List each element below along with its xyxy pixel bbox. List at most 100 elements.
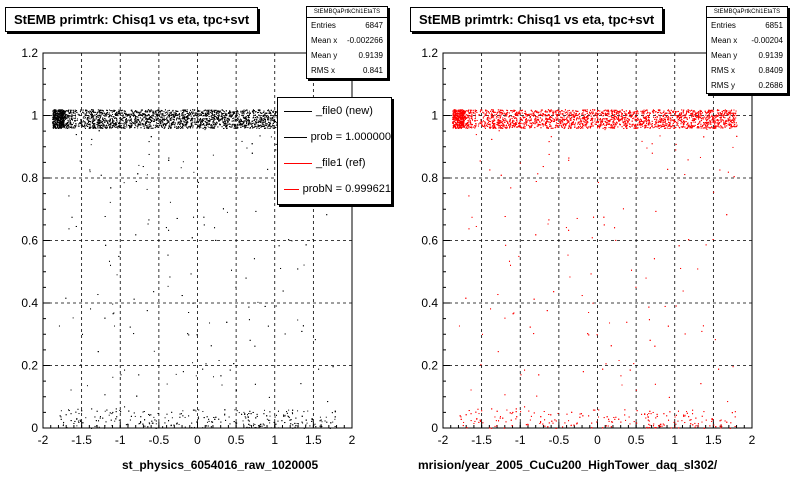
- data-point: [169, 201, 171, 203]
- data-point: [109, 124, 111, 126]
- data-point: [137, 127, 139, 129]
- data-point: [122, 123, 124, 125]
- data-point: [196, 127, 198, 129]
- data-point: [200, 123, 202, 125]
- data-point: [266, 418, 268, 420]
- data-point: [193, 171, 195, 173]
- data-point: [158, 117, 160, 119]
- data-point: [118, 113, 120, 115]
- data-point: [102, 118, 104, 120]
- data-point: [182, 410, 184, 412]
- data-point: [247, 124, 249, 126]
- data-point: [136, 121, 138, 123]
- data-point: [167, 285, 169, 287]
- data-point: [119, 109, 121, 111]
- data-point: [151, 117, 153, 119]
- data-point: [68, 115, 70, 117]
- data-point: [256, 112, 258, 114]
- data-point: [258, 426, 260, 428]
- data-point: [244, 416, 246, 418]
- data-point: [161, 113, 163, 115]
- data-point: [261, 119, 263, 121]
- data-point: [60, 113, 62, 115]
- data-point: [173, 121, 175, 123]
- data-point: [296, 422, 298, 424]
- data-point: [243, 411, 245, 413]
- data-point: [248, 110, 250, 112]
- data-point: [52, 123, 54, 125]
- data-point: [135, 120, 137, 122]
- data-point: [209, 322, 211, 324]
- data-point: [69, 121, 71, 123]
- data-point: [250, 122, 252, 124]
- data-point: [218, 117, 220, 119]
- data-point: [238, 412, 240, 414]
- data-point: [256, 415, 258, 417]
- data-point: [225, 122, 227, 124]
- data-point: [86, 123, 88, 125]
- data-point: [179, 123, 181, 125]
- data-point: [266, 112, 268, 114]
- data-point: [72, 317, 74, 319]
- data-point: [251, 127, 253, 129]
- data-point: [116, 124, 118, 126]
- data-point: [180, 167, 182, 169]
- chart-panel-left: -2 -1.5 -1 -0.5 0 0.5 1 1.5 2 0 0.2 0.4 0.6 0.8 1 1.2 S…: [5, 6, 392, 472]
- data-point: [95, 127, 97, 129]
- data-point: [148, 219, 150, 221]
- data-point: [138, 113, 140, 115]
- data-point: [239, 124, 241, 126]
- data-point: [60, 110, 62, 112]
- data-point: [236, 115, 238, 117]
- data-point: [303, 427, 305, 429]
- data-point: [126, 126, 128, 128]
- data-point: [192, 112, 194, 114]
- data-point: [211, 109, 213, 111]
- data-point: [267, 325, 269, 327]
- data-point: [232, 123, 234, 125]
- data-point: [110, 122, 112, 124]
- data-point: [236, 113, 238, 115]
- data-point: [247, 419, 249, 421]
- data-point: [110, 127, 112, 129]
- data-point: [164, 109, 166, 111]
- data-point: [143, 116, 145, 118]
- y-tick-label: 1.2: [21, 46, 38, 60]
- data-point: [259, 116, 261, 118]
- data-point: [155, 423, 157, 425]
- data-point: [230, 116, 232, 118]
- data-point: [213, 117, 215, 119]
- data-point: [107, 122, 109, 124]
- data-point: [288, 417, 290, 419]
- data-point: [58, 122, 60, 124]
- data-point: [63, 118, 65, 120]
- data-point: [140, 113, 142, 115]
- data-point: [149, 110, 151, 112]
- data-point: [155, 420, 157, 422]
- data-point: [76, 119, 78, 121]
- data-point: [130, 119, 132, 121]
- data-point: [226, 211, 228, 213]
- data-point: [284, 414, 286, 416]
- data-point: [245, 110, 247, 112]
- data-point: [256, 413, 258, 415]
- data-point: [149, 122, 151, 124]
- data-point: [275, 112, 277, 114]
- data-point: [242, 420, 244, 422]
- data-point: [271, 126, 273, 128]
- data-point: [61, 119, 63, 121]
- data-point: [89, 171, 91, 173]
- data-point: [99, 417, 101, 419]
- data-point: [215, 109, 217, 111]
- data-point: [206, 109, 208, 111]
- data-point: [155, 117, 157, 119]
- data-point: [256, 127, 258, 129]
- data-point: [135, 125, 137, 127]
- data-point: [254, 424, 256, 426]
- data-point: [204, 120, 206, 122]
- data-point: [226, 124, 228, 126]
- data-point: [158, 119, 160, 121]
- data-point: [66, 117, 68, 119]
- data-point: [164, 118, 166, 120]
- data-point: [246, 109, 248, 111]
